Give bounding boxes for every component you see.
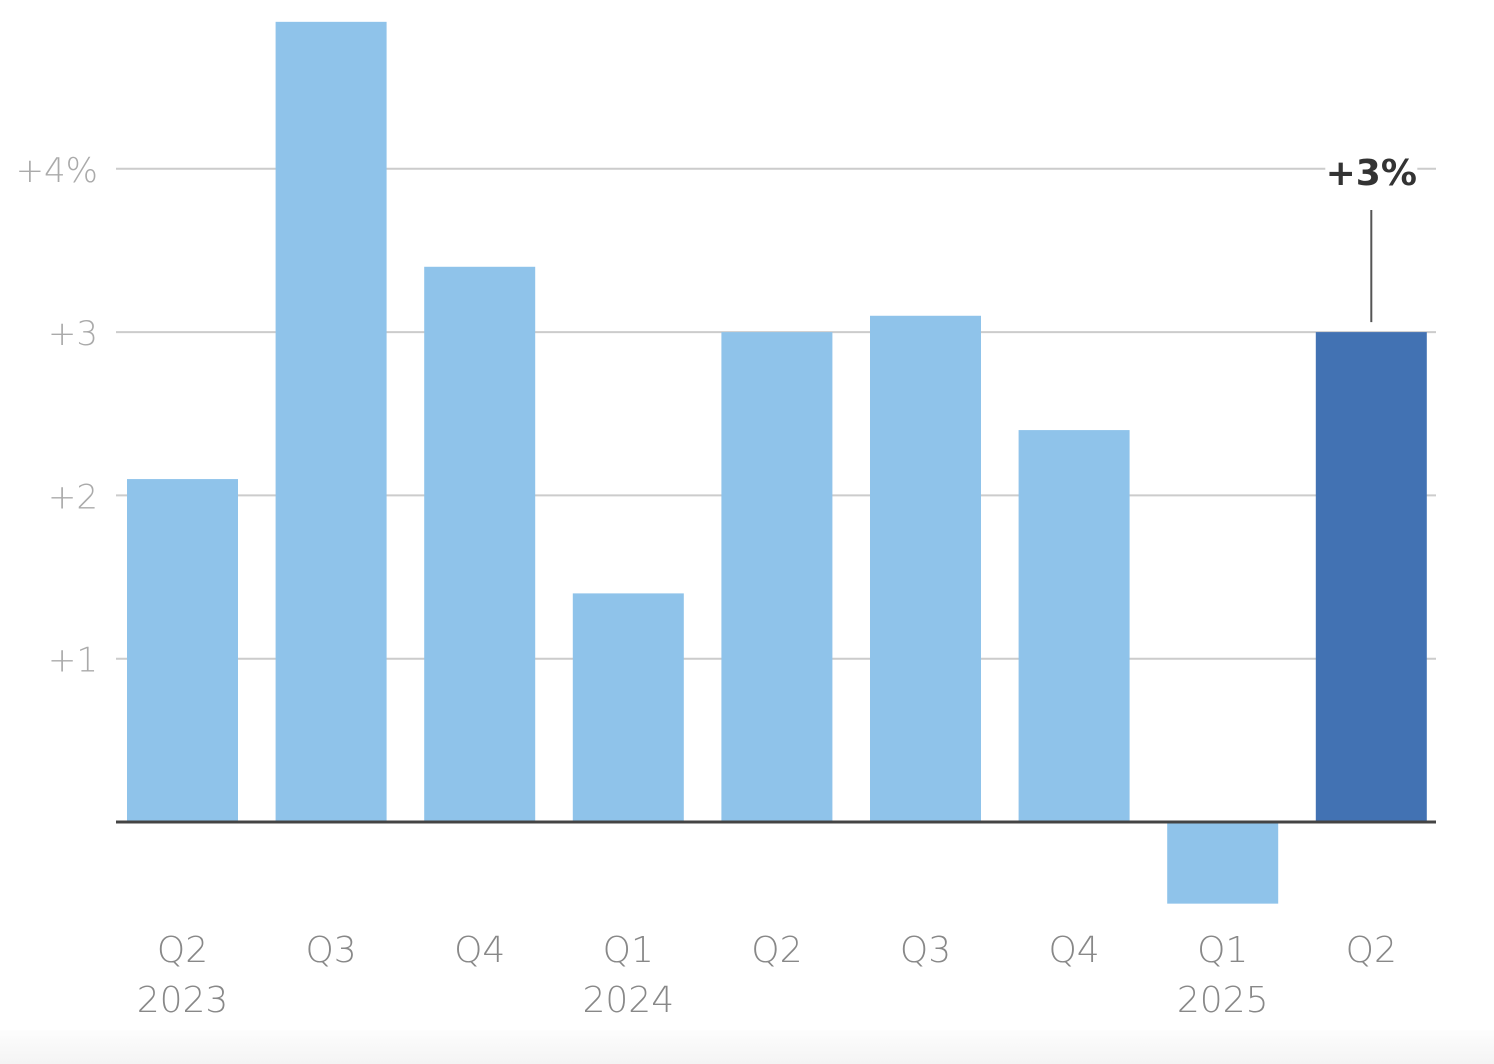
bar bbox=[1167, 822, 1279, 904]
y-tick-label: +4% bbox=[16, 151, 98, 191]
bar bbox=[424, 266, 536, 822]
bar bbox=[127, 479, 238, 822]
value-annotation: +3% bbox=[1325, 150, 1418, 323]
x-tick-quarter: Q4 bbox=[1048, 930, 1099, 971]
x-tick-year: 2025 bbox=[1177, 980, 1269, 1021]
bars bbox=[127, 21, 1427, 904]
highlighted-bar bbox=[1315, 332, 1427, 822]
y-tick-label: +1 bbox=[48, 641, 98, 681]
x-tick-year: 2024 bbox=[582, 980, 674, 1021]
x-tick-quarter: Q2 bbox=[1346, 930, 1397, 971]
bar bbox=[870, 315, 981, 822]
y-tick-label: +2 bbox=[48, 477, 98, 517]
bar bbox=[721, 332, 833, 822]
bar bbox=[572, 593, 684, 822]
bar bbox=[1018, 430, 1130, 822]
x-axis-labels: Q2 2023 Q3 Q4 Q1 2024 Q2 Q3 Q4 Q1 2025 Q2 bbox=[137, 930, 1397, 1021]
x-tick-year: 2023 bbox=[137, 980, 229, 1021]
footer-strip bbox=[0, 1030, 1494, 1064]
x-tick-quarter: Q2 bbox=[751, 930, 802, 971]
x-tick-quarter: Q1 bbox=[603, 930, 654, 971]
annotation-backdrop bbox=[1325, 150, 1418, 193]
y-tick-label: +3 bbox=[48, 314, 98, 354]
x-tick-quarter: Q3 bbox=[900, 930, 951, 971]
x-tick-quarter: Q2 bbox=[157, 930, 208, 971]
x-tick-quarter: Q3 bbox=[305, 930, 356, 971]
x-tick-quarter: Q4 bbox=[454, 930, 505, 971]
bar bbox=[275, 21, 387, 822]
y-axis-labels: +4% +3 +2 +1 bbox=[16, 151, 98, 681]
x-tick-quarter: Q1 bbox=[1197, 930, 1248, 971]
annotation-label: +3% bbox=[1326, 153, 1417, 194]
